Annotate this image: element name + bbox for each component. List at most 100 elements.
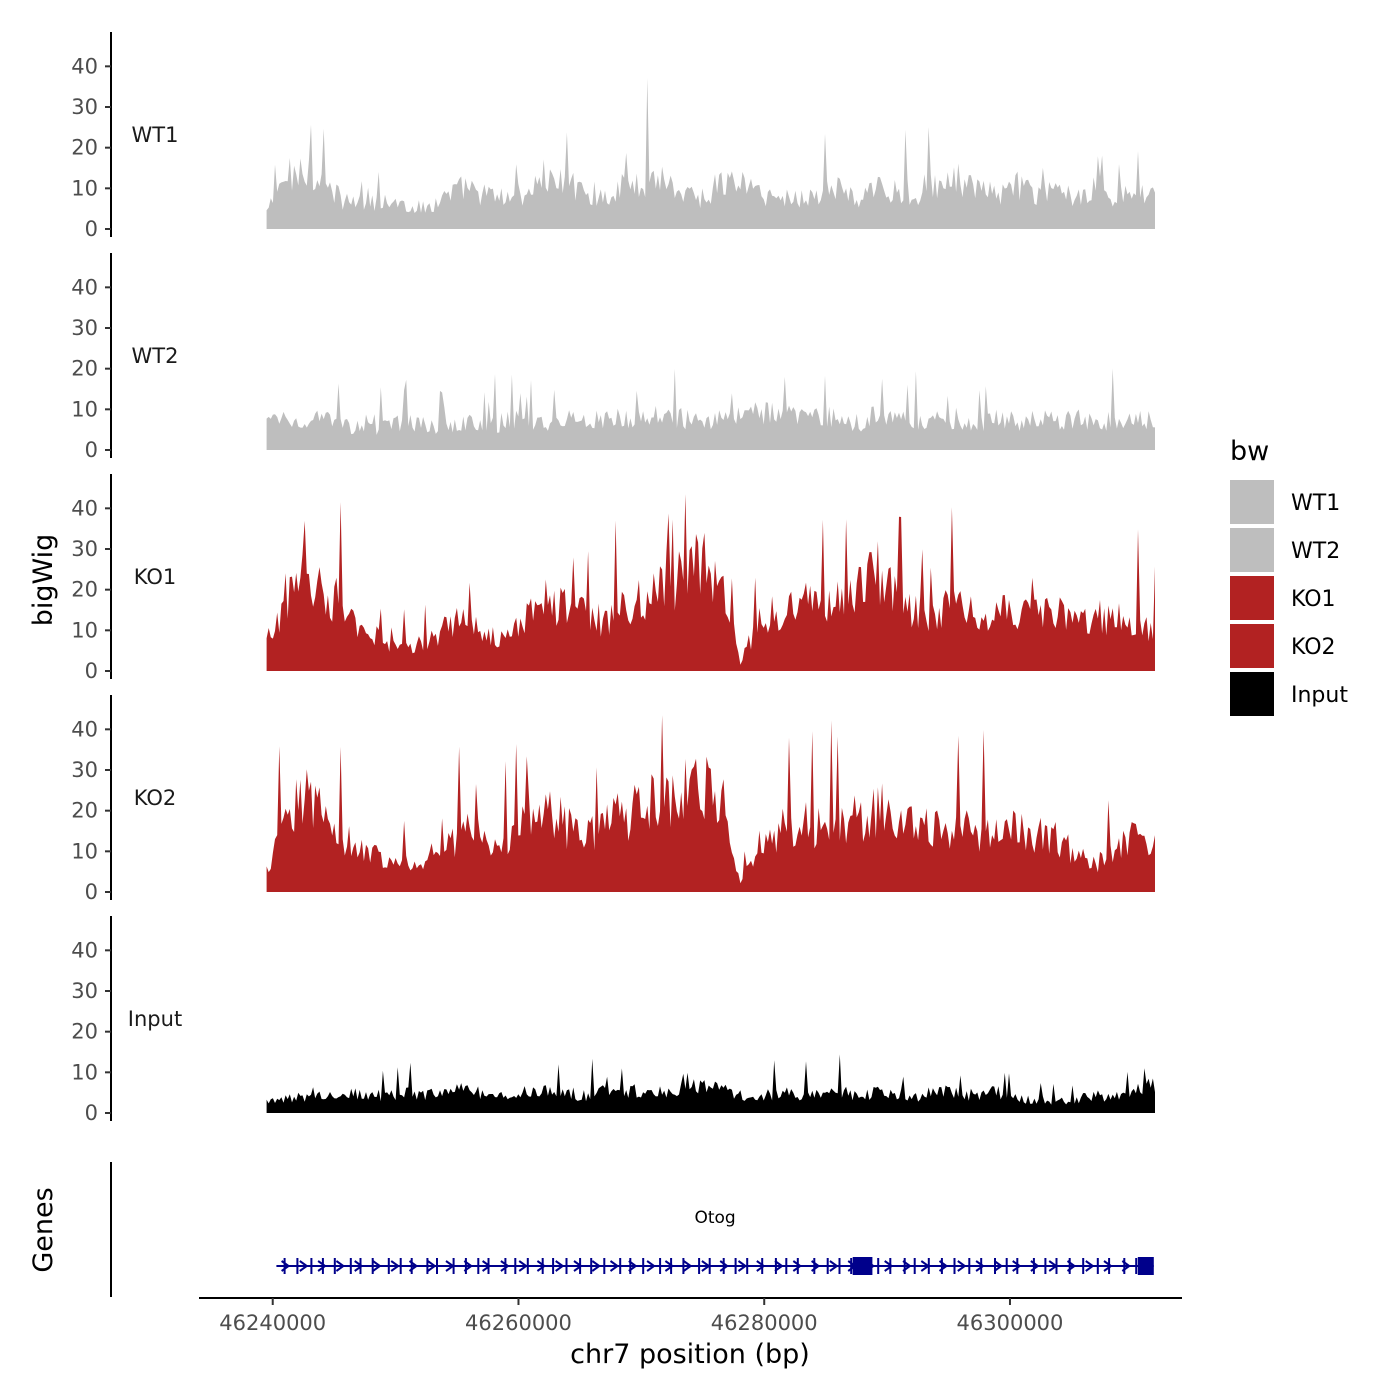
exon xyxy=(1096,1258,1099,1274)
strand-arrow xyxy=(1121,1260,1132,1272)
exon xyxy=(994,1258,996,1274)
exon xyxy=(426,1258,429,1274)
genes-axis-title: Genes xyxy=(28,1187,59,1272)
track-label: KO1 xyxy=(134,565,177,589)
y-tick-label: 30 xyxy=(71,758,98,782)
strand-arrow xyxy=(1048,1260,1058,1272)
exon xyxy=(642,1258,645,1274)
exon xyxy=(565,1258,568,1274)
strand-arrow xyxy=(1066,1260,1077,1272)
exon xyxy=(1108,1258,1111,1274)
strand-arrow xyxy=(372,1260,382,1272)
exon xyxy=(838,1258,841,1274)
strand-arrow xyxy=(683,1260,693,1272)
exon xyxy=(903,1258,906,1274)
track-label: Input xyxy=(128,1007,182,1031)
y-tick-label: 0 xyxy=(85,659,98,683)
strand-arrow xyxy=(701,1260,711,1272)
y-tick-label: 0 xyxy=(85,217,98,241)
coverage-area-input xyxy=(266,1054,1156,1113)
legend-key-ko1 xyxy=(1230,576,1274,620)
exon xyxy=(913,1258,916,1274)
exon xyxy=(310,1258,313,1274)
exon xyxy=(940,1258,943,1274)
track-ko1: 0 10 20 30 40 KO1 xyxy=(71,474,1156,683)
legend-key-input xyxy=(1230,672,1274,716)
strand-arrow xyxy=(774,1260,784,1272)
y-tick-label: 20 xyxy=(71,799,98,823)
strand-arrow xyxy=(719,1260,729,1272)
exon xyxy=(1032,1258,1035,1274)
track-label: WT1 xyxy=(132,123,179,147)
exon xyxy=(410,1258,413,1274)
x-tick-label: 46280000 xyxy=(711,1311,818,1335)
track-wt1: 0 10 20 30 40 WT1 xyxy=(71,32,1156,241)
strand-arrow xyxy=(884,1260,894,1272)
y-tick-label: 10 xyxy=(71,839,98,863)
y-tick-label: 20 xyxy=(71,136,98,160)
y-tick-label: 0 xyxy=(85,880,98,904)
exon xyxy=(333,1258,336,1274)
exon xyxy=(629,1258,632,1274)
exon xyxy=(774,1258,777,1274)
exon xyxy=(619,1258,622,1274)
strand-arrow xyxy=(518,1260,528,1272)
strand-arrow xyxy=(737,1260,748,1272)
exon xyxy=(1005,1258,1008,1274)
exon xyxy=(387,1258,390,1274)
track-ko2: 0 10 20 30 40 KO2 xyxy=(71,695,1156,904)
exon xyxy=(682,1258,685,1274)
exon xyxy=(877,1258,880,1274)
y-tick-label: 30 xyxy=(71,537,98,561)
strand-arrow xyxy=(664,1260,675,1272)
x-axis: 46240000 46260000 46280000 46300000 xyxy=(199,1297,1182,1335)
strand-arrow xyxy=(335,1260,346,1272)
exon xyxy=(514,1258,517,1274)
y-tick-label: 40 xyxy=(71,938,98,962)
legend-label-wt1: WT1 xyxy=(1291,491,1340,516)
strand-arrow xyxy=(628,1260,638,1272)
exon xyxy=(1044,1258,1047,1274)
exon xyxy=(603,1258,606,1274)
legend: bw WT1 WT2 KO1 KO2 Input xyxy=(1230,436,1348,716)
track-panels: 0 10 20 30 40 WT1 0 10 20 30 40 WT2 0 10 20 30 40 KO1 0 10 2… xyxy=(71,32,1156,1125)
strand-arrow xyxy=(390,1260,400,1272)
large-exon xyxy=(852,1257,873,1275)
strand-arrow xyxy=(445,1260,455,1272)
y-tick-label: 40 xyxy=(71,275,98,299)
coverage-area-wt1 xyxy=(266,78,1156,229)
x-axis-title: chr7 position (bp) xyxy=(570,1339,810,1370)
strand-arrow xyxy=(281,1260,291,1272)
exon xyxy=(734,1258,737,1274)
strand-arrow xyxy=(792,1260,803,1272)
strand-arrow xyxy=(408,1260,419,1272)
legend-label-ko1: KO1 xyxy=(1291,587,1336,612)
strand-arrow xyxy=(427,1260,437,1272)
y-tick-label: 20 xyxy=(71,578,98,602)
exon xyxy=(504,1258,507,1274)
gene-label-otog: Otog xyxy=(694,1208,735,1228)
strand-arrow xyxy=(938,1260,949,1272)
exon xyxy=(980,1258,983,1274)
y-tick-label: 10 xyxy=(71,397,98,421)
y-tick-label: 30 xyxy=(71,316,98,340)
exon xyxy=(283,1258,286,1274)
exon xyxy=(552,1258,555,1274)
exon xyxy=(477,1258,480,1274)
strand-arrow xyxy=(811,1260,821,1272)
exon xyxy=(813,1258,816,1274)
coverage-area-ko1 xyxy=(266,494,1156,671)
strand-arrow xyxy=(536,1260,547,1272)
exon xyxy=(1123,1258,1126,1274)
exon xyxy=(796,1258,799,1274)
strand-arrow xyxy=(482,1260,492,1272)
y-tick-label: 40 xyxy=(71,54,98,78)
y-tick-label: 40 xyxy=(71,496,98,520)
strand-arrow xyxy=(957,1260,967,1272)
legend-key-ko2 xyxy=(1230,624,1274,668)
y-tick-label: 30 xyxy=(71,95,98,119)
exon xyxy=(1016,1258,1019,1274)
coverage-area-wt2 xyxy=(266,368,1156,450)
exon xyxy=(968,1258,971,1274)
strand-arrow xyxy=(1012,1260,1022,1272)
